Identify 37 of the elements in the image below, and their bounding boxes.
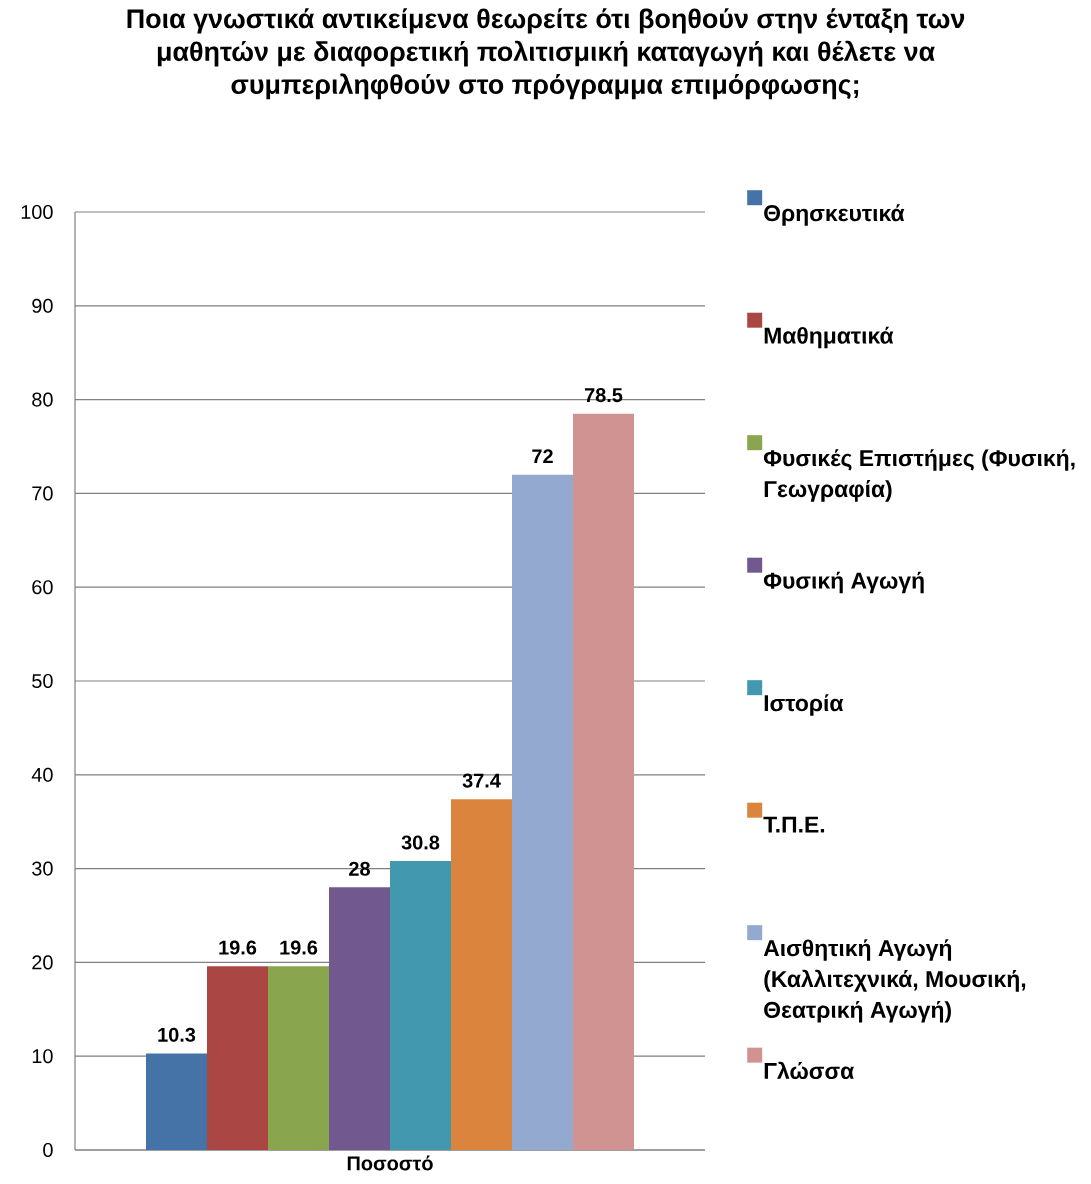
bar — [573, 413, 634, 1150]
bar — [512, 474, 573, 1150]
bar — [329, 887, 390, 1150]
y-tick-label: 90 — [32, 298, 53, 313]
bar — [268, 966, 329, 1150]
y-tick-label: 100 — [21, 204, 53, 220]
data-label: 30.8 — [401, 835, 440, 850]
data-label: 10.3 — [158, 1027, 196, 1042]
bar — [207, 966, 268, 1150]
bar — [451, 799, 512, 1150]
data-label: 28 — [349, 861, 370, 876]
y-tick-label: 80 — [32, 392, 53, 407]
y-tick-label: 70 — [32, 486, 53, 501]
legend-label: Μαθηματικά — [764, 326, 894, 349]
y-tick-label: 30 — [32, 861, 53, 876]
data-label: 37.4 — [462, 773, 501, 788]
y-tick-label: 50 — [32, 673, 53, 689]
y-tick-label: 10 — [32, 1049, 53, 1064]
y-tick-label: 60 — [32, 580, 53, 595]
legend-label: Φυσικές Επιστήμες (Φυσική, Γεωγραφία) — [763, 449, 1075, 502]
chart-title: Ποια γνωστικά αντικείμενα θεωρείτε ότι βοηθούν στην ένταξη των μαθητών με διαφορετική πολιτισμική καταγωγή και θέλετε να συμπεριληφθούν στο πρόγραμμα επιμόρφωσης; — [127, 8, 965, 100]
bar — [146, 1053, 207, 1150]
x-tick-label: Ποσοστό — [347, 1155, 433, 1171]
y-tick-label: 20 — [32, 955, 53, 970]
y-tick-label: 0 — [43, 1142, 53, 1158]
legend-label: Θρησκευτικά — [764, 204, 905, 226]
legend-label: Ιστορία — [764, 694, 844, 716]
data-label: 19.6 — [219, 940, 257, 955]
data-label: 78.5 — [584, 388, 623, 403]
y-tick-label: 40 — [31, 767, 53, 782]
legend-label: Γλώσσα — [764, 1061, 854, 1080]
data-label: 72 — [532, 449, 553, 464]
legend-label: Αισθητική Αγωγή (Καλλιτεχνικά, Μουσική, Θεατρική Αγωγή) — [763, 939, 1026, 1023]
legend-label: Φυσική Αγωγή — [763, 571, 924, 594]
data-label: 19.6 — [280, 940, 318, 955]
legend-label: Τ.Π.Ε. — [763, 816, 825, 833]
bar — [390, 861, 451, 1150]
